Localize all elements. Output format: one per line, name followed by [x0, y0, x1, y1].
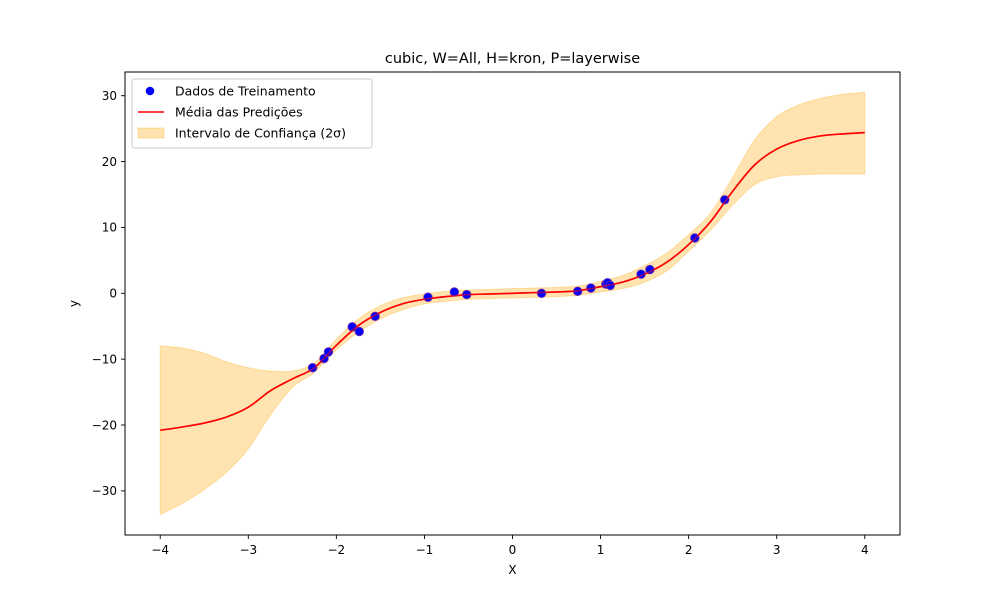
- training-points-layer: [160, 131, 865, 432]
- y-axis-label: y: [67, 300, 81, 307]
- x-tick-label: −2: [328, 543, 346, 557]
- x-tick-label: 0: [509, 543, 517, 557]
- training-point: [354, 326, 364, 337]
- x-axis-ticks: −4 −3 −2 −1 0 1 2 3 4: [151, 535, 869, 557]
- confidence-band-layer: [159, 91, 866, 516]
- x-tick-label: −4: [151, 543, 169, 557]
- y-tick-label: 30: [102, 89, 117, 103]
- x-tick-label: 1: [597, 543, 605, 557]
- legend-label-mean-line: Média das Predições: [175, 105, 303, 120]
- y-tick-label: 0: [109, 287, 117, 301]
- confidence-band: [159, 91, 866, 516]
- legend-box: [131, 78, 373, 149]
- chart-title: cubic, W=All, H=kron, P=layerwise: [385, 51, 640, 67]
- y-tick-label: −10: [92, 352, 117, 366]
- training-point: [423, 292, 433, 302]
- x-tick-label: 4: [861, 543, 869, 557]
- x-tick-label: −3: [239, 543, 257, 557]
- x-tick-label: 2: [685, 543, 693, 557]
- mean-prediction-line-overlay: [160, 131, 865, 432]
- y-tick-label: 10: [102, 221, 117, 235]
- training-point: [323, 347, 334, 357]
- y-tick-label: −20: [92, 418, 117, 432]
- y-tick-label: 20: [102, 155, 117, 169]
- x-tick-label: −1: [416, 543, 434, 557]
- legend: Dados de Treinamento Média das Predições…: [131, 78, 373, 149]
- y-tick-label: −30: [92, 484, 117, 498]
- legend-label-confidence-band: Intervalo de Confiança (2σ): [175, 126, 346, 141]
- training-point: [720, 195, 730, 205]
- legend-marker-training-points: [145, 86, 155, 96]
- y-axis-ticks: −30 −20 −10 0 10 20 30: [92, 89, 125, 498]
- legend-label-training-points: Dados de Treinamento: [175, 84, 316, 99]
- legend-marker-confidence-band: [137, 127, 165, 139]
- x-tick-label: 3: [773, 543, 781, 557]
- x-axis-label: X: [508, 563, 516, 577]
